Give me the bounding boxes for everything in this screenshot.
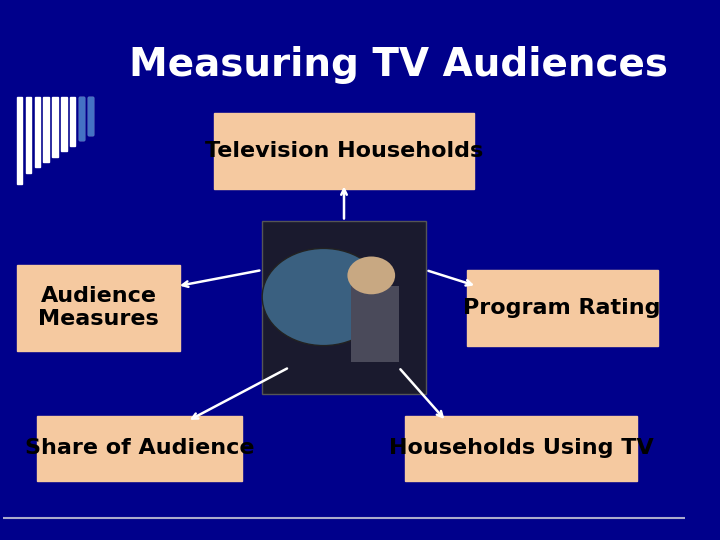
FancyBboxPatch shape [17,265,181,351]
Circle shape [262,248,385,346]
FancyBboxPatch shape [215,113,474,189]
Bar [35,97,40,167]
Text: Program Rating: Program Rating [464,298,661,318]
Bar [88,97,93,135]
FancyBboxPatch shape [37,416,242,481]
Text: Share of Audience: Share of Audience [24,438,254,458]
Bar [78,97,84,140]
Bar [17,97,22,184]
Text: Measuring TV Audiences: Measuring TV Audiences [129,46,668,84]
Text: Audience
Measures: Audience Measures [38,286,159,329]
Text: Households Using TV: Households Using TV [389,438,654,458]
Bar [78,97,84,140]
Bar [43,97,49,162]
FancyBboxPatch shape [467,270,657,346]
Bar [88,97,93,135]
Bar [70,97,76,146]
Bar [262,221,426,394]
Circle shape [348,256,395,294]
FancyBboxPatch shape [405,416,637,481]
Text: Television Households: Television Households [205,141,483,161]
Bar [61,97,66,151]
Bar [26,97,31,173]
Bar [351,286,399,362]
Bar [53,97,58,157]
